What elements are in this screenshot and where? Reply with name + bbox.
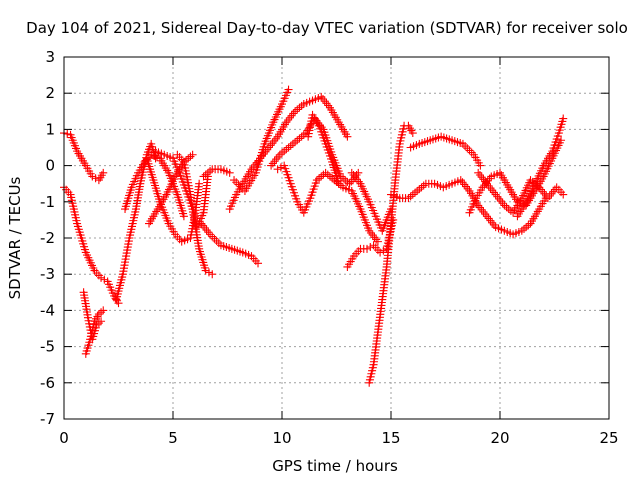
data-point — [363, 244, 372, 253]
data-point — [559, 114, 568, 123]
x-tick-label: 15 — [381, 429, 400, 447]
series-arc-12 — [199, 165, 234, 181]
data-point — [91, 174, 100, 183]
series-arc-16 — [273, 161, 382, 246]
data-point — [379, 246, 388, 255]
x-tick-label: 5 — [168, 429, 178, 447]
data-point — [100, 275, 109, 284]
y-tick-label: -2 — [40, 229, 55, 247]
series-arc-6 — [121, 150, 188, 221]
series-arc-10 — [173, 150, 217, 279]
data-point — [334, 179, 343, 188]
data-point — [476, 161, 485, 170]
series-arc-22 — [387, 176, 550, 239]
series-arc-4 — [81, 306, 108, 358]
y-tick-label: 0 — [45, 157, 55, 175]
data-point — [195, 179, 204, 188]
series-arc-25 — [513, 114, 568, 221]
data-point — [559, 190, 568, 199]
data-point — [63, 129, 72, 138]
chart-title: Day 104 of 2021, Sidereal Day-to-day VTE… — [26, 19, 628, 37]
data-point — [254, 259, 263, 268]
data-point — [99, 306, 108, 315]
data-point — [557, 136, 566, 145]
data-point — [366, 243, 375, 252]
series-arc-7 — [142, 154, 204, 246]
data-point — [208, 270, 217, 279]
data-point — [284, 85, 293, 94]
data-point — [276, 163, 285, 172]
data-point — [225, 168, 234, 177]
y-tick-label: -7 — [40, 410, 55, 428]
y-tick-label: -6 — [40, 374, 55, 392]
x-tick-label: 20 — [490, 429, 509, 447]
data-point — [201, 266, 210, 275]
series-arc-24 — [474, 168, 568, 217]
data-point — [188, 150, 197, 159]
x-axis-label: GPS time / hours — [272, 457, 398, 475]
series-arc-20 — [365, 121, 417, 387]
series-arc-2 — [60, 183, 123, 308]
y-tick-label: -5 — [40, 338, 55, 356]
y-tick-label: -1 — [40, 193, 55, 211]
data-point — [273, 165, 282, 174]
x-tick-label: 25 — [599, 429, 618, 447]
y-tick-label: 2 — [45, 84, 55, 102]
data-point — [204, 268, 213, 277]
data-point — [408, 129, 417, 138]
y-axis-label: SDTVAR / TECUs — [6, 176, 24, 299]
data-point — [373, 237, 382, 246]
y-tick-label: 3 — [45, 48, 55, 66]
series-arc-13 — [230, 85, 293, 195]
data-point — [343, 132, 352, 141]
series-arc-1 — [60, 129, 108, 185]
series-arc-11 — [197, 219, 263, 268]
data-point — [179, 212, 188, 221]
data-point — [88, 172, 97, 181]
grid-lines — [64, 57, 609, 419]
axis-ticks: 0 5 10 15 20 25 -7 -6 -5 -4 -3 -2 -1 0 1 2 3 — [40, 48, 619, 447]
data-point — [97, 273, 106, 282]
series-arc-21 — [406, 132, 485, 170]
series-arc-17 — [304, 110, 343, 188]
data-point — [99, 168, 108, 177]
data-point — [376, 248, 385, 257]
y-tick-label: -4 — [40, 301, 55, 319]
data-points — [60, 85, 568, 387]
series-arc-14 — [225, 92, 352, 214]
x-tick-label: 10 — [272, 429, 291, 447]
y-tick-label: -3 — [40, 265, 55, 283]
x-tick-label: 0 — [59, 429, 69, 447]
y-tick-label: 1 — [45, 120, 55, 138]
